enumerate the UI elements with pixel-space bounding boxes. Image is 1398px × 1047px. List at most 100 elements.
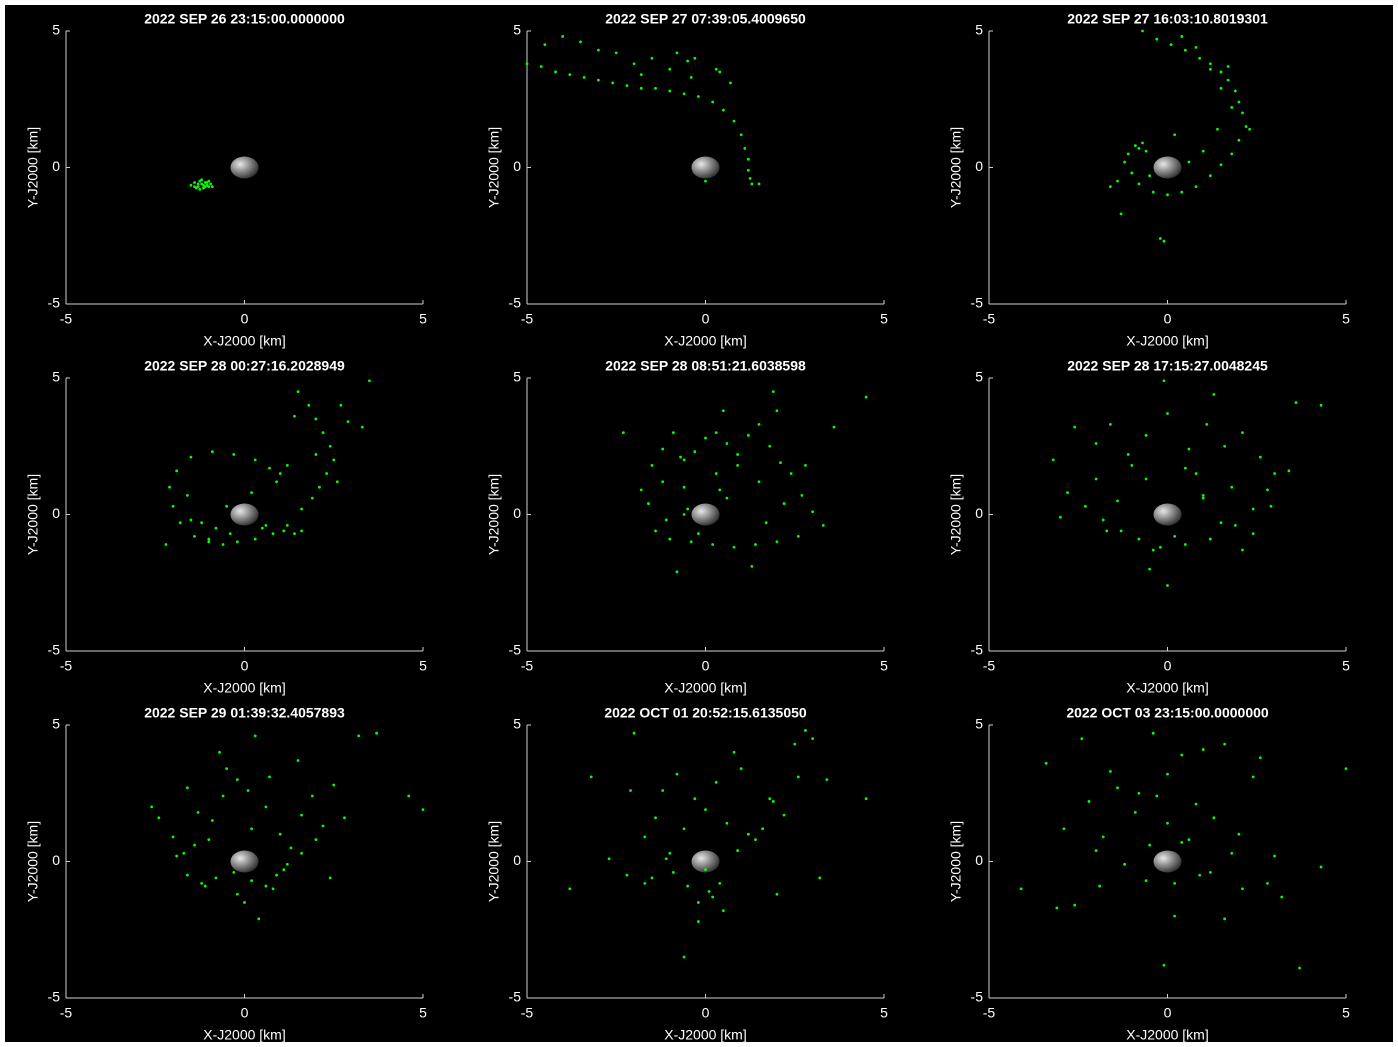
particle — [1216, 127, 1219, 131]
x-tick-label: 0 — [1164, 658, 1172, 674]
particle — [1273, 854, 1276, 858]
particle — [328, 876, 332, 880]
particle — [1141, 141, 1144, 145]
x-tick-label: 5 — [1342, 658, 1350, 674]
particle — [682, 513, 686, 516]
particle — [246, 789, 250, 792]
particle — [200, 521, 204, 525]
subplot-title: 2022 OCT 03 23:15:00.0000000 — [1066, 705, 1269, 721]
particle — [210, 819, 214, 822]
particle — [175, 469, 179, 473]
particle — [289, 846, 293, 850]
subplot-title: 2022 SEP 28 17:15:27.0048245 — [1067, 358, 1268, 374]
particle — [1173, 534, 1177, 538]
particle — [198, 187, 202, 191]
asteroid — [230, 156, 259, 179]
particle — [811, 510, 814, 514]
particle — [704, 808, 707, 812]
particle — [661, 480, 665, 484]
particle — [1223, 444, 1227, 448]
particle — [804, 463, 807, 467]
x-tick-label: 0 — [702, 658, 710, 674]
particle — [264, 805, 268, 809]
particle — [1237, 832, 1241, 836]
y-tick-label: -5 — [971, 642, 984, 658]
particle — [650, 463, 654, 467]
particle — [250, 827, 254, 831]
particle — [771, 800, 775, 803]
subplot: -5 0 5 -5 0 5 2022 SEP 28 08:51:21.6038598 X-J2… — [486, 358, 888, 696]
particle — [625, 84, 629, 87]
particle — [171, 835, 175, 839]
y-tick-label: 0 — [975, 158, 983, 174]
particle — [1158, 545, 1162, 549]
particle — [407, 794, 411, 798]
y-tick-label: 0 — [513, 505, 521, 521]
particle — [1116, 179, 1119, 183]
particle — [800, 493, 804, 497]
particle — [732, 119, 736, 123]
particle — [621, 431, 625, 434]
particle — [264, 884, 268, 888]
particle — [696, 920, 700, 923]
particle — [675, 51, 679, 55]
particle — [682, 485, 686, 489]
particle — [1319, 865, 1323, 869]
y-tick-label: -5 — [48, 295, 61, 311]
y-tick-label: 5 — [513, 22, 521, 38]
particle — [1108, 423, 1112, 426]
subplot: -5 0 5 -5 0 5 2022 OCT 03 23:15:00.0000000 X-J2… — [948, 705, 1350, 1043]
x-axis-label: X-J2000 [km] — [664, 1027, 746, 1043]
particle — [1151, 548, 1155, 552]
particle — [150, 805, 154, 809]
particle — [1137, 791, 1141, 795]
particle — [736, 463, 740, 467]
particle — [300, 813, 304, 817]
particle — [1230, 485, 1234, 489]
particle — [736, 849, 740, 852]
particle — [300, 507, 304, 511]
particle — [614, 51, 618, 55]
particle — [1144, 433, 1148, 437]
particle — [1166, 772, 1169, 776]
particle — [293, 414, 296, 418]
particle — [1241, 887, 1244, 891]
particle — [1241, 111, 1244, 115]
y-axis-label: Y-J2000 [km] — [25, 474, 41, 555]
particle — [664, 857, 668, 861]
particle — [732, 750, 736, 754]
y-axis-label: Y-J2000 [km] — [25, 821, 41, 902]
particle — [1162, 379, 1166, 383]
x-tick-label: -5 — [983, 311, 996, 327]
particle — [1294, 401, 1298, 404]
particle — [1180, 840, 1184, 844]
x-axis-label: X-J2000 [km] — [203, 1027, 285, 1043]
particle — [654, 86, 657, 90]
particle — [682, 827, 686, 831]
particle — [682, 458, 686, 462]
particle — [1219, 86, 1223, 90]
particle — [1162, 963, 1166, 967]
subplot: -5 0 5 -5 0 5 2022 SEP 28 17:15:27.0048245 X-J2… — [948, 358, 1350, 696]
particle — [761, 827, 765, 831]
particle — [711, 895, 715, 899]
particle — [168, 485, 171, 489]
particle — [1059, 515, 1062, 519]
particle — [268, 466, 271, 470]
particle — [561, 35, 565, 38]
particle — [1230, 106, 1234, 109]
particle — [1133, 144, 1137, 148]
particle — [221, 794, 225, 798]
particle — [178, 521, 182, 525]
particle — [250, 879, 254, 883]
particle — [775, 409, 779, 413]
particle — [661, 447, 665, 451]
y-tick-label: 0 — [975, 852, 983, 868]
particle — [746, 157, 750, 161]
asteroid — [1153, 503, 1182, 526]
asteroid — [691, 850, 720, 873]
asteroid — [230, 503, 259, 526]
particle — [821, 524, 825, 527]
particle — [1116, 786, 1119, 790]
particle — [1180, 753, 1184, 757]
